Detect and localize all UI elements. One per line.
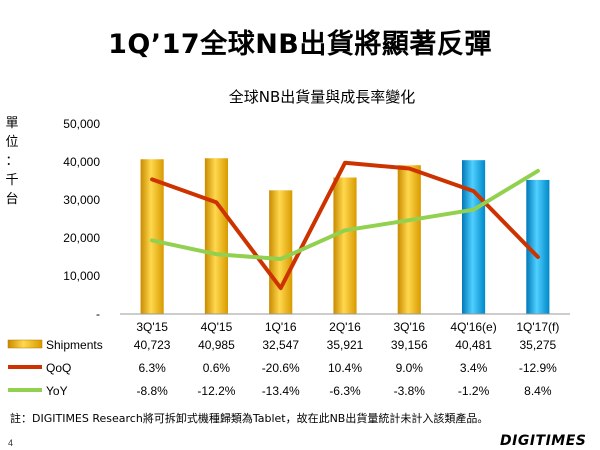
shipment-bar [526, 179, 550, 314]
table-cell: 35,921 [327, 338, 364, 352]
table-cell: -12.9% [519, 361, 557, 375]
y-tick-label: - [96, 307, 100, 321]
y-axis-label: 單位 ： 千台 [5, 116, 18, 207]
shipment-bar [333, 177, 357, 314]
table-cell: 8.4% [524, 384, 552, 398]
table-cell: 9.0% [396, 361, 424, 375]
shipment-bar [140, 159, 164, 314]
page-number: 4 [8, 438, 14, 448]
y-tick-label: 40,000 [63, 155, 100, 169]
y-tick-label: 20,000 [63, 231, 100, 245]
table-cell: 40,723 [134, 338, 171, 352]
chart-title: 全球NB出貨量與成長率變化 [229, 88, 416, 106]
series-line-qoq [150, 160, 540, 291]
table-cell: -6.3% [329, 384, 361, 398]
series-line-yoy [150, 168, 540, 261]
shipment-bar [397, 165, 421, 314]
table-cell: 10.4% [328, 361, 362, 375]
y-tick-label: 50,000 [63, 117, 100, 131]
table-cell: 0.6% [203, 361, 231, 375]
x-tick-label: 3Q'15 [136, 320, 168, 334]
table-cell: -8.8% [136, 384, 168, 398]
legend-swatch-shipments [7, 339, 43, 349]
table-cell: 35,275 [520, 338, 557, 352]
y-axis-label-char: 位 [5, 135, 18, 150]
table-cell: -1.2% [458, 384, 490, 398]
x-axis-ticks: 3Q'15 4Q'15 1Q'16 2Q'16 3Q'16 4Q'16(e) 1Q'17(f… [136, 320, 559, 334]
x-tick-label: 2Q'16 [329, 320, 361, 334]
x-tick-label: 4Q'16(e) [450, 320, 496, 334]
table-cell: 40,481 [455, 338, 492, 352]
table-cell: 39,156 [391, 338, 428, 352]
y-axis-ticks: 50,000 40,000 30,000 20,000 10,000 - [63, 117, 100, 321]
legend-label: QoQ [46, 361, 71, 375]
shipment-bar [204, 158, 228, 314]
x-tick-label: 3Q'16 [393, 320, 425, 334]
series-lines [150, 160, 540, 291]
x-tick-label: 1Q'16 [265, 320, 297, 334]
table-cell: 3.4% [460, 361, 488, 375]
table-cell: -12.2% [197, 384, 235, 398]
y-axis-label-char: ： [5, 154, 18, 169]
y-tick-label: 10,000 [63, 269, 100, 283]
shipment-bar [269, 190, 293, 314]
x-tick-label: 4Q'15 [201, 320, 233, 334]
shipment-bar [462, 160, 486, 314]
y-axis-label-char: 單 [5, 116, 18, 131]
y-tick-label: 30,000 [63, 193, 100, 207]
y-axis-label-char: 台 [5, 192, 18, 207]
bars [140, 158, 550, 314]
legend-label: Shipments [46, 338, 103, 352]
y-axis-label-char: 千 [5, 173, 18, 188]
table-cell: 32,547 [262, 338, 299, 352]
table-cell: -20.6% [262, 361, 300, 375]
slide-title: 1Q’17全球NB出貨將顯著反彈 [108, 29, 492, 60]
table-cell: -3.8% [394, 384, 426, 398]
table-cell: 40,985 [198, 338, 235, 352]
x-tick-label: 1Q'17(f) [516, 320, 559, 334]
table-cell: 6.3% [138, 361, 166, 375]
footnote: 註：DIGITIMES Research將可拆卸式機種歸類為Tablet，故在此… [10, 412, 489, 425]
legend-label: YoY [46, 384, 68, 398]
digitimes-logo: DIGITIMES [500, 433, 587, 449]
data-table: Shipments 40,723 40,985 32,547 35,921 39,156 4… [7, 338, 557, 398]
table-cell: -13.4% [262, 384, 300, 398]
